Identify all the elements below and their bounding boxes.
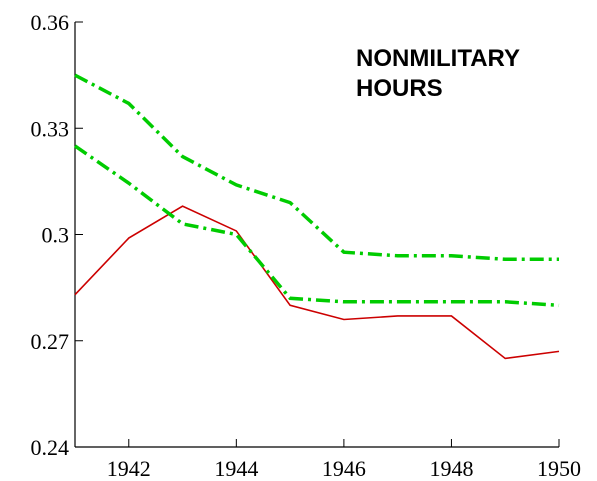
y-tick-label: 0.3 bbox=[42, 223, 70, 248]
x-tick-label: 1950 bbox=[537, 456, 581, 481]
x-tick-label: 1944 bbox=[214, 456, 258, 481]
x-tick-label: 1946 bbox=[322, 456, 366, 481]
x-tick-label: 1942 bbox=[107, 456, 151, 481]
series-line bbox=[74, 73, 559, 262]
y-tick-label: 0.27 bbox=[31, 329, 70, 354]
series-line bbox=[74, 205, 560, 360]
annotation: HOURS bbox=[356, 75, 443, 102]
y-tick-label: 0.24 bbox=[31, 435, 70, 460]
annotation: NONMILITARY bbox=[356, 45, 520, 72]
x-tick-label: 1948 bbox=[429, 456, 473, 481]
y-tick-label: 0.36 bbox=[31, 10, 70, 35]
series-line bbox=[74, 144, 560, 308]
y-tick-label: 0.33 bbox=[31, 116, 70, 141]
